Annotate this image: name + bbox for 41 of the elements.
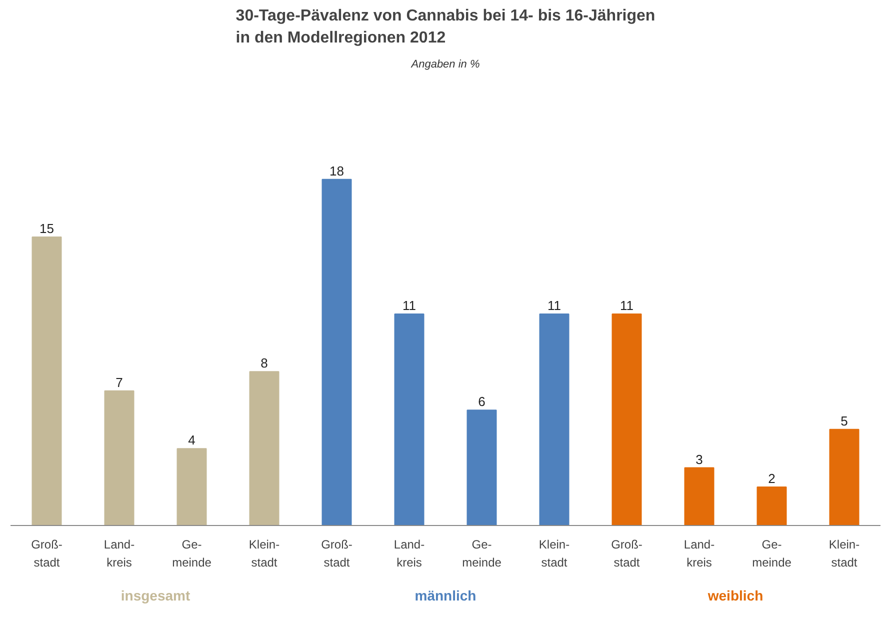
data-label: 15 [40,221,54,236]
data-label: 3 [696,452,703,467]
bar [756,486,787,526]
x-tick-label: Klein- stadt [828,538,860,570]
bar [466,410,497,526]
text: männlich [414,588,476,604]
x-tick-label: Land- kreis [394,538,425,570]
bar [829,428,860,526]
data-label: 5 [840,413,848,428]
x-tick-label: Klein- stadt [538,538,570,570]
data-label: 4 [188,432,196,448]
x-tick-label: Ge- meinde [462,538,502,570]
bar [32,236,62,526]
x-tick-label: Ge- meinde [172,538,212,570]
x-tick-label: Land- kreis [104,538,135,570]
chart-title: 30-Tage-Pävalenz von Cannabis bei 14- bis 16-Jährigen in den Modellregionen 2012 [236,7,656,46]
data-label: 7 [116,374,123,390]
x-tick-label: Ge- meinde [752,538,792,570]
chart-subtitle: Angaben in % [410,58,480,70]
bar [612,313,642,526]
data-label: 11 [620,298,634,313]
bar [539,313,570,526]
data-label: 8 [260,356,268,371]
data-label: 2 [768,471,776,486]
bar [176,448,207,526]
data-label: 6 [478,394,486,410]
bar [104,390,134,526]
text: weiblich [706,588,764,604]
data-label: 11 [548,298,561,313]
text: insgesamt [120,588,190,604]
x-tick-label: Land- kreis [684,538,715,570]
x-tick-label: Klein- stadt [248,538,280,570]
data-label: 11 [402,298,416,313]
bar [249,371,280,526]
x-tick-label: Groß- stadt [31,538,62,570]
x-tick-label: Groß- stadt [321,538,352,570]
bar [322,178,352,526]
data-label: 18 [330,163,344,178]
bar [394,313,424,526]
x-tick-label: Groß- stadt [611,538,642,570]
bar [684,467,714,526]
